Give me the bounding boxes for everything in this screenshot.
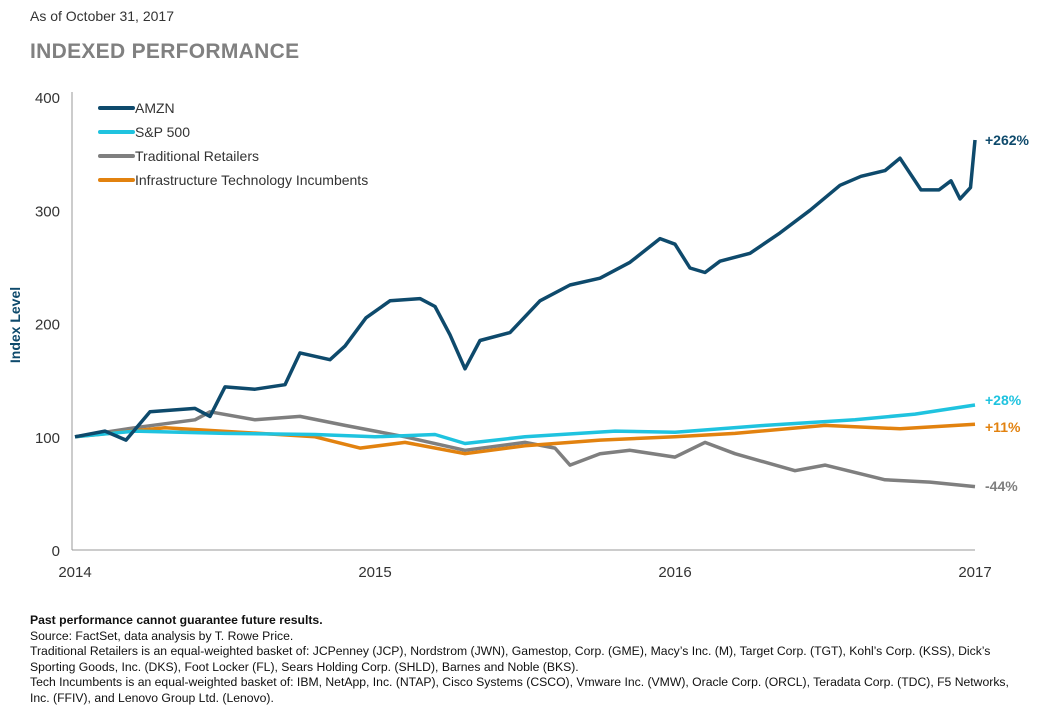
- x-tick-label: 2015: [358, 564, 391, 581]
- end-label: +262%: [985, 132, 1030, 148]
- y-tick-label: 0: [52, 543, 60, 560]
- y-axis-label: Index Level: [7, 287, 23, 363]
- end-label: +28%: [985, 392, 1022, 408]
- legend-label: Traditional Retailers: [135, 148, 259, 164]
- source-note: Source: FactSet, data analysis by T. Row…: [30, 628, 294, 643]
- end-label: +11%: [985, 419, 1021, 435]
- x-tick-label: 2017: [958, 564, 991, 581]
- chart-title: INDEXED PERFORMANCE: [30, 40, 300, 63]
- tech-note: Tech Incumbents is an equal-weighted bas…: [30, 675, 1009, 705]
- y-tick-label: 300: [35, 203, 60, 220]
- series-line-s-p-500: [74, 403, 976, 446]
- legend-label: S&P 500: [135, 124, 190, 140]
- series-line-traditional-retailers: [74, 410, 976, 489]
- as-of-date: As of October 31, 2017: [30, 8, 174, 24]
- x-tick-label: 2016: [658, 564, 691, 581]
- footer-notes: Past performance cannot guarantee future…: [30, 613, 1020, 706]
- y-tick-label: 100: [35, 430, 60, 447]
- series-line-infrastructure-technology-incumbents: [74, 422, 976, 456]
- legend-label: Infrastructure Technology Incumbents: [135, 172, 368, 188]
- legend-label: AMZN: [135, 100, 175, 116]
- disclaimer: Past performance cannot guarantee future…: [30, 613, 323, 627]
- line-chart: 0 100 200 300 400 2014 2015 2016 2017 Index Level…: [7, 90, 1030, 581]
- y-tick-label: 200: [35, 317, 60, 334]
- x-tick-label: 2014: [58, 564, 91, 581]
- end-label: -44%: [985, 478, 1018, 494]
- retailers-note: Traditional Retailers is an equal-weight…: [30, 644, 991, 674]
- series-line-amzn: [74, 139, 977, 442]
- y-tick-label: 400: [35, 90, 60, 107]
